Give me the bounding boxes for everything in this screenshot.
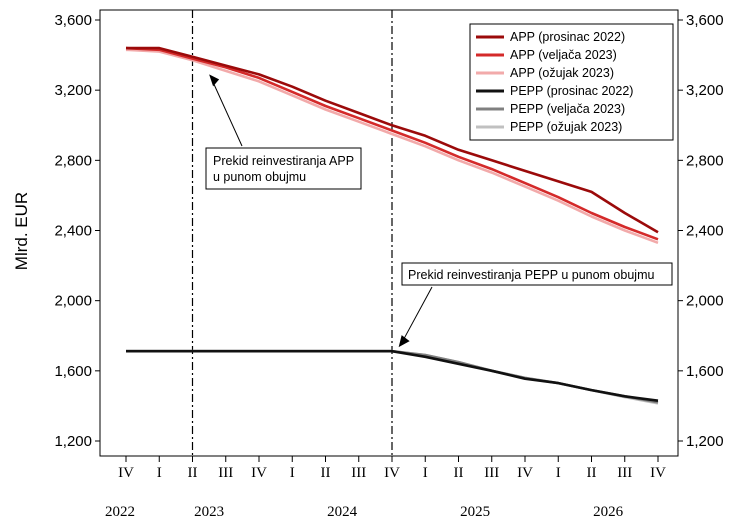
x-quarter-label: IV bbox=[251, 465, 267, 481]
y-tick-label-left: 1,600 bbox=[54, 363, 92, 380]
x-quarter-label: I bbox=[556, 465, 561, 481]
y-tick-label-right: 2,000 bbox=[686, 293, 724, 310]
x-year-label: 2026 bbox=[593, 504, 624, 520]
x-quarter-label: I bbox=[157, 465, 162, 481]
x-quarter-label: IV bbox=[118, 465, 134, 481]
legend-box bbox=[469, 23, 674, 141]
legend-label: APP (ožujak 2023) bbox=[510, 66, 614, 80]
annotation-box bbox=[401, 262, 673, 286]
x-quarter-label: I bbox=[423, 465, 428, 481]
x-quarter-label: II bbox=[454, 465, 464, 481]
x-quarter-label: I bbox=[290, 465, 295, 481]
x-quarter-label: II bbox=[188, 465, 198, 481]
x-quarter-label: II bbox=[587, 465, 597, 481]
y-tick-label-left: 1,200 bbox=[54, 433, 92, 450]
y-tick-label-left: 3,600 bbox=[54, 12, 92, 29]
annotation-text: Prekid reinvestiranja PEPP u punom obujm… bbox=[408, 268, 654, 282]
series-line bbox=[125, 48, 659, 245]
legend-label: APP (prosinac 2022) bbox=[510, 30, 625, 44]
event-lines bbox=[191, 10, 393, 456]
axes: 1,200 1,200 1,600 1,600 2,000 2,000 2,400 2,400… bbox=[54, 12, 723, 520]
annotations: Prekid reinvestiranja APP u punom obujmu P… bbox=[205, 74, 673, 348]
annotation-arrowhead bbox=[209, 74, 220, 87]
x-year-label: 2025 bbox=[460, 504, 490, 520]
y-tick-label-right: 1,600 bbox=[686, 363, 724, 380]
x-quarter-label: III bbox=[484, 465, 499, 481]
annotation-arrowhead bbox=[398, 335, 410, 348]
series-lines bbox=[125, 46, 659, 405]
legend-label: PEPP (veljača 2023) bbox=[510, 102, 625, 116]
y-tick-label-right: 2,800 bbox=[686, 152, 724, 169]
y-tick-label-right: 2,400 bbox=[686, 223, 724, 240]
legend: APP (prosinac 2022) APP (veljača 2023) APP… bbox=[469, 23, 674, 141]
y-tick-label-right: 3,600 bbox=[686, 12, 724, 29]
x-quarter-label: III bbox=[617, 465, 632, 481]
x-quarter-label: IV bbox=[384, 465, 400, 481]
y-tick-label-left: 2,000 bbox=[54, 293, 92, 310]
y-tick-label-right: 3,200 bbox=[686, 82, 724, 99]
legend-label: PEPP (ožujak 2023) bbox=[510, 120, 622, 134]
y-tick-label-left: 2,400 bbox=[54, 223, 92, 240]
annotation-box bbox=[205, 147, 362, 190]
x-year-label: 2024 bbox=[327, 504, 358, 520]
y-axis-title: Mlrd. EUR bbox=[12, 192, 31, 270]
annotation-text: u punom obujmu bbox=[213, 170, 306, 184]
series-line bbox=[125, 46, 659, 241]
series-line bbox=[126, 46, 659, 234]
x-year-label: 2023 bbox=[194, 504, 224, 520]
y-tick-label-left: 2,800 bbox=[54, 152, 92, 169]
x-year-label: 2022 bbox=[105, 504, 135, 520]
x-quarter-label: II bbox=[321, 465, 331, 481]
annotation-arrow-line bbox=[212, 82, 243, 147]
x-quarter-label: IV bbox=[517, 465, 533, 481]
y-tick-label-right: 1,200 bbox=[686, 433, 724, 450]
annotation-arrow-line bbox=[402, 286, 433, 342]
series-line bbox=[126, 349, 659, 402]
annotation-text: Prekid reinvestiranja APP bbox=[213, 154, 354, 168]
x-quarter-label: III bbox=[351, 465, 366, 481]
x-quarter-label: IV bbox=[650, 465, 666, 481]
x-quarter-label: III bbox=[218, 465, 233, 481]
legend-label: PEPP (prosinac 2022) bbox=[510, 84, 633, 98]
y-tick-label-left: 3,200 bbox=[54, 82, 92, 99]
legend-label: APP (veljača 2023) bbox=[510, 48, 617, 62]
